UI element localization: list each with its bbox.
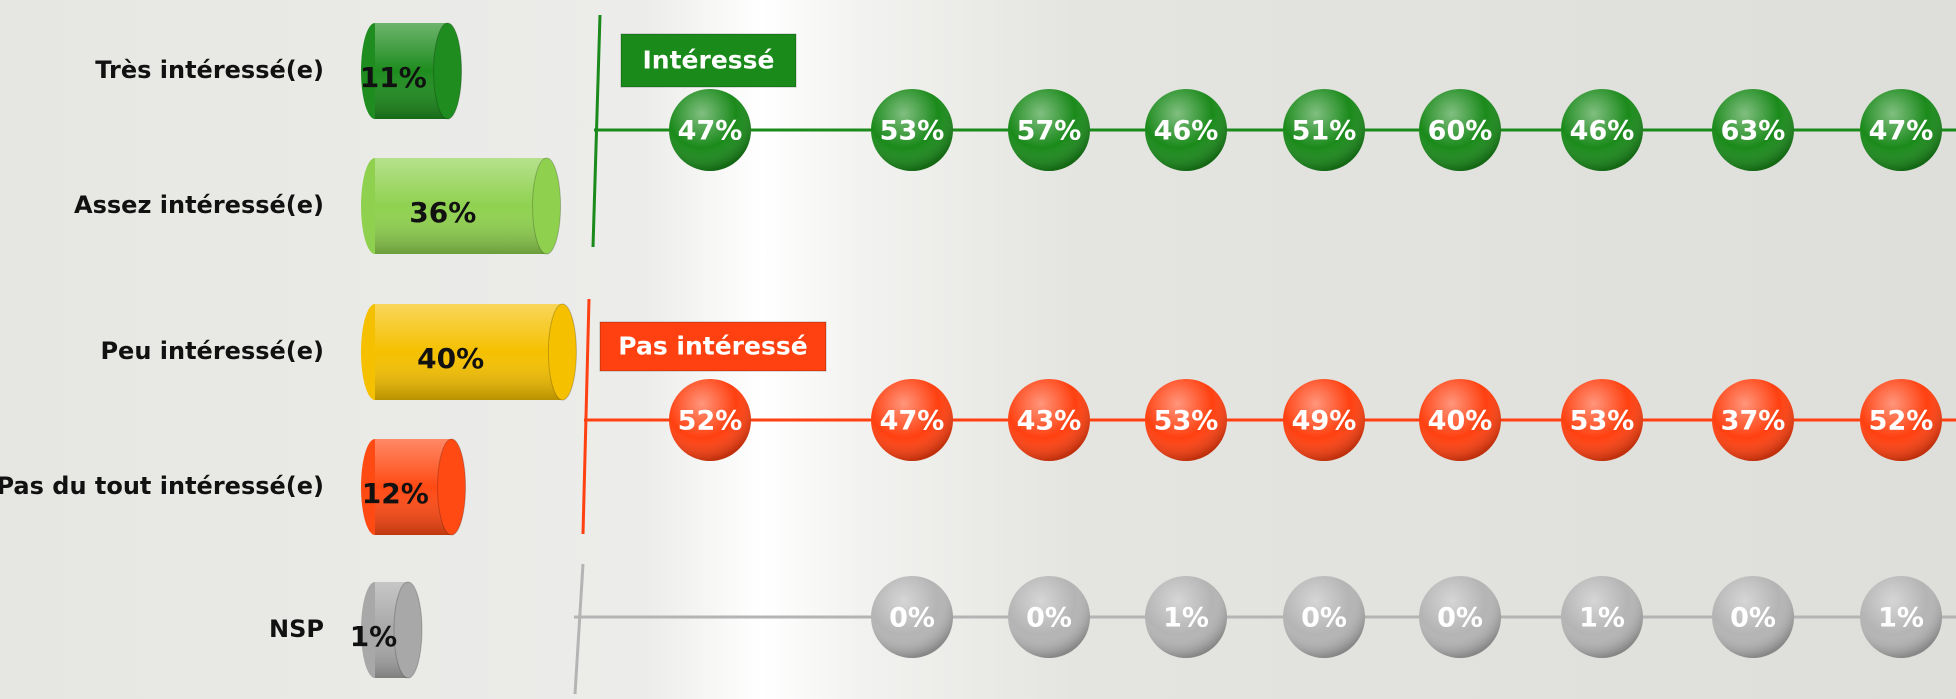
value-label: 43%: [1017, 406, 1082, 437]
legend-box: [599, 321, 827, 372]
dot-gloss: [1008, 89, 1090, 171]
dot-gloss: [1712, 89, 1794, 171]
value-label: 52%: [1869, 406, 1934, 437]
dot-gloss: [1145, 576, 1227, 658]
value-label: 1%: [1878, 603, 1924, 634]
dot-gloss: [1145, 89, 1227, 171]
value-label: 0%: [1026, 603, 1072, 634]
value-label: 60%: [1428, 116, 1493, 147]
value-label: 47%: [1869, 116, 1934, 147]
dot-gloss: [1712, 379, 1794, 461]
value-label: 36%: [409, 196, 476, 229]
dot-gloss: [1419, 89, 1501, 171]
legend-label: Pas intéressé: [618, 332, 807, 361]
category-label: Très intéressé(e): [95, 56, 324, 84]
axis-line: [573, 563, 585, 695]
dot-gloss: [1283, 576, 1365, 658]
value-label: 0%: [889, 603, 935, 634]
dot-gloss: [871, 379, 953, 461]
category-label: Peu intéressé(e): [100, 337, 324, 365]
dot-gloss: [669, 379, 751, 461]
value-label: 47%: [678, 116, 743, 147]
value-label: 63%: [1721, 116, 1786, 147]
value-label: 12%: [362, 477, 429, 510]
cylinder-cap: [532, 157, 562, 255]
dot-gloss: [1561, 89, 1643, 171]
dot-gloss: [1145, 379, 1227, 461]
value-label: 40%: [417, 342, 484, 375]
value-label: 52%: [678, 406, 743, 437]
dot-gloss: [1008, 379, 1090, 461]
category-label: Pas du tout intéressé(e): [0, 472, 324, 500]
value-label: 46%: [1154, 116, 1219, 147]
axis-line: [581, 298, 591, 535]
dot-gloss: [1008, 576, 1090, 658]
dot-gloss: [1561, 576, 1643, 658]
value-label: 46%: [1570, 116, 1635, 147]
category-label: Assez intéressé(e): [74, 191, 324, 219]
dot-gloss: [1283, 379, 1365, 461]
dot-gloss: [871, 89, 953, 171]
value-label: 1%: [1163, 603, 1209, 634]
value-label: 51%: [1292, 116, 1357, 147]
value-label: 1%: [1579, 603, 1625, 634]
value-label: 47%: [880, 406, 945, 437]
legend-label: Intéressé: [642, 46, 774, 75]
cylinder-cap: [437, 438, 467, 536]
value-label: 53%: [880, 116, 945, 147]
value-label: 40%: [1428, 406, 1493, 437]
cylinder-cap: [393, 581, 423, 679]
value-label: 0%: [1730, 603, 1776, 634]
dot-gloss: [871, 576, 953, 658]
dot-gloss: [1860, 89, 1942, 171]
category-label: NSP: [269, 615, 324, 643]
value-label: 0%: [1301, 603, 1347, 634]
legend-box: [620, 33, 797, 88]
cylinder-cap: [433, 22, 463, 120]
cylinder-cap: [547, 303, 577, 401]
value-label: 57%: [1017, 116, 1082, 147]
dot-gloss: [1561, 379, 1643, 461]
value-label: 37%: [1721, 406, 1786, 437]
bar-shade: [375, 158, 547, 254]
value-label: 49%: [1292, 406, 1357, 437]
dot-gloss: [669, 89, 751, 171]
dot-gloss: [1860, 379, 1942, 461]
dot-gloss: [1860, 576, 1942, 658]
value-label: 1%: [350, 620, 398, 653]
value-label: 53%: [1154, 406, 1219, 437]
dot-gloss: [1419, 576, 1501, 658]
dot-gloss: [1712, 576, 1794, 658]
value-label: 53%: [1570, 406, 1635, 437]
value-label: 0%: [1437, 603, 1483, 634]
value-label: 11%: [360, 61, 427, 94]
dot-gloss: [1283, 89, 1365, 171]
dot-gloss: [1419, 379, 1501, 461]
bar-shade: [375, 304, 563, 400]
